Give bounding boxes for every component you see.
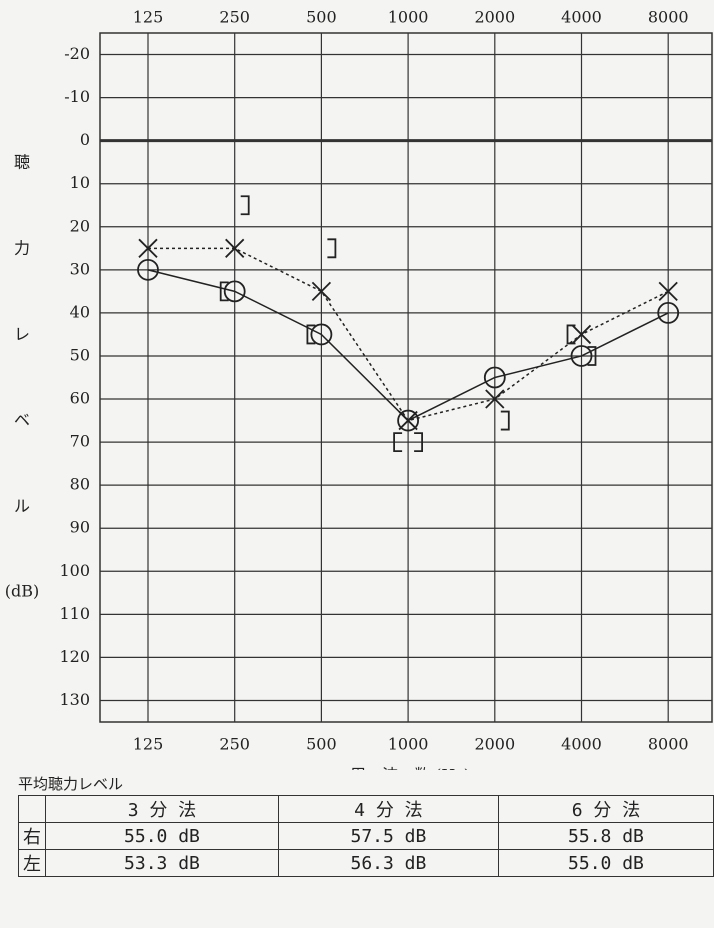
cell: 55.8 dB [497, 822, 714, 850]
cell: 3 分 法 [45, 795, 279, 823]
y-tick-label: 10 [70, 173, 90, 192]
cell: 左 [18, 849, 46, 877]
y-tick-label: 100 [59, 561, 90, 580]
y-tick-label: -10 [64, 87, 90, 106]
marker [571, 324, 592, 345]
audiogram: -20 -10 0 10 20 30 40 50 60 70 80 90 100 110 120 130 125… [5, 8, 713, 785]
marker [566, 324, 576, 345]
marker [397, 409, 420, 432]
marker [398, 410, 418, 431]
table-row: 左 53.3 dB 56.3 dB 55.0 dB [18, 849, 714, 877]
y-tick-label: 70 [70, 432, 90, 451]
table-title: 平均聴力レベル [18, 775, 124, 793]
marker [225, 238, 245, 258]
marker [223, 280, 246, 303]
marker [570, 345, 593, 367]
cell: 右 [18, 822, 46, 850]
cell: 55.0 dB [45, 822, 279, 850]
y-tick-label: 130 [59, 690, 90, 709]
x-tick-label-top: 250 [219, 8, 250, 27]
marker [138, 238, 158, 258]
y-tick-label: 0 [80, 130, 90, 149]
x-tick-label: 125 [133, 735, 164, 754]
y-tick-label: 50 [70, 345, 90, 364]
cell: 6 分 法 [497, 795, 714, 823]
marker [485, 389, 505, 409]
y-tick-label: 110 [59, 604, 90, 623]
table-row: 右 55.0 dB 57.5 dB 55.8 dB [18, 822, 714, 850]
y-tick-label: 40 [70, 302, 90, 321]
cell: 57.5 dB [277, 822, 499, 850]
x-tick-label-top: 500 [306, 8, 337, 27]
x-tick-label-top: 4000 [561, 8, 602, 27]
cell: 55.0 dB [497, 849, 714, 877]
cell [18, 795, 46, 823]
x-tick-label-top: 2000 [474, 8, 515, 27]
plot-frame [99, 32, 713, 723]
marker [137, 258, 159, 281]
marker [310, 323, 333, 346]
table-header: 3 分 法 4 分 法 6 分 法 [18, 795, 714, 823]
y-tick-label: 20 [70, 216, 90, 235]
x-tick-label-top: 8000 [648, 8, 689, 27]
marker [658, 281, 678, 302]
x-tick-label: 1000 [388, 735, 429, 754]
marker [311, 281, 332, 302]
marker [657, 302, 680, 324]
marker [587, 346, 597, 366]
marker [414, 432, 423, 452]
x-tick-label: 500 [306, 735, 337, 754]
x-axis-label: 周 波 数 (Hz) [350, 766, 470, 771]
y-axis-label: 力 [14, 239, 30, 258]
y-tick-label: 80 [70, 475, 90, 494]
y-tick-label: 120 [59, 647, 90, 666]
marker [219, 281, 229, 302]
y-axis-label: ベ [14, 411, 30, 430]
x-tick-label-top: 1000 [388, 8, 429, 27]
cell: 56.3 dB [277, 849, 499, 877]
x-tick-label: 2000 [474, 735, 515, 754]
marker [306, 324, 316, 345]
y-axis-label: レ [14, 325, 30, 344]
y-tick-label: -20 [64, 44, 90, 63]
average-table: 3 分 法 4 分 法 6 分 法 右 55.0 dB 57.5 dB 55.8… [18, 795, 714, 877]
x-tick-label-top: 125 [133, 8, 164, 27]
x-tick-label: 8000 [648, 735, 689, 754]
marker [500, 410, 510, 431]
x-tick-label: 4000 [561, 735, 602, 754]
y-tick-label: 90 [70, 518, 90, 537]
marker [393, 432, 403, 452]
marker [483, 366, 506, 389]
cell: 53.3 dB [45, 849, 279, 877]
marker [327, 238, 337, 259]
y-tick-label: 30 [70, 259, 90, 278]
x-tick-label: 250 [219, 735, 250, 754]
y-tick-label: 60 [70, 389, 90, 408]
cell: 4 分 法 [277, 795, 499, 823]
marker [240, 195, 250, 216]
y-axis-label: 聴 [14, 153, 30, 172]
y-axis-unit: (dB) [5, 582, 39, 601]
y-axis-label: ル [14, 497, 30, 516]
